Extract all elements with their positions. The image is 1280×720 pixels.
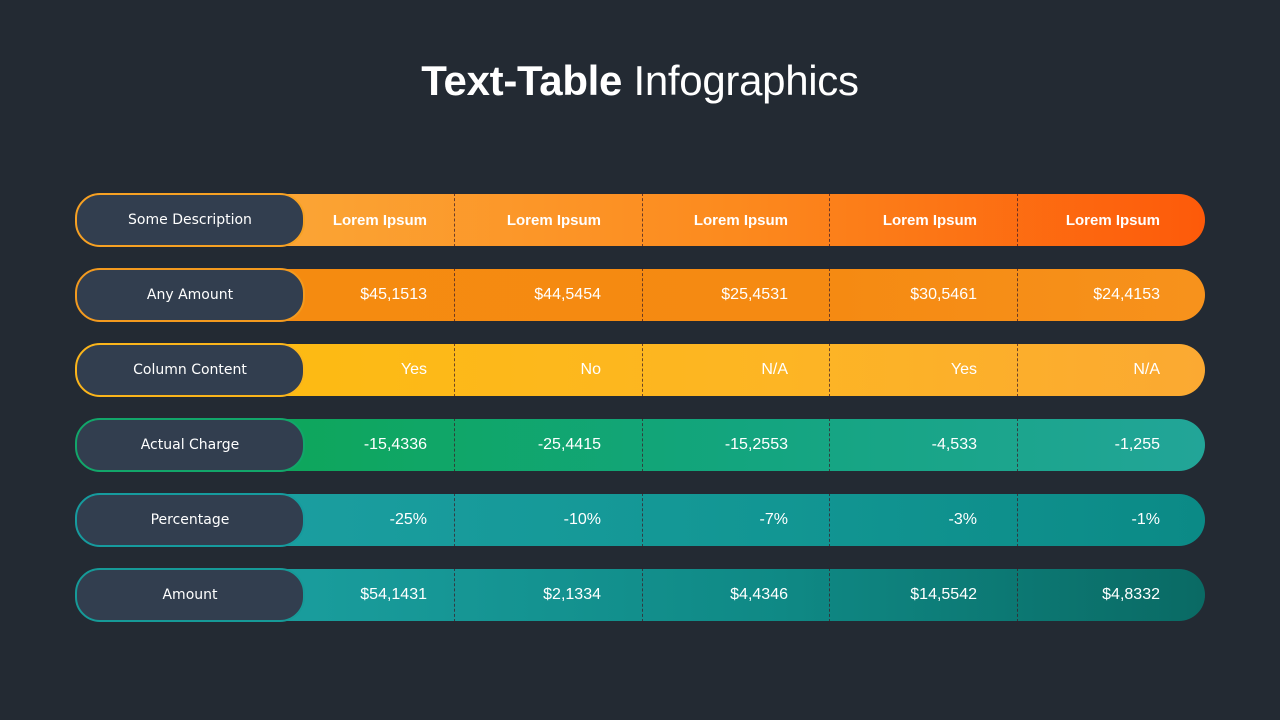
column-divider — [642, 193, 643, 247]
column-header: Lorem Ipsum — [1065, 211, 1160, 229]
row-label: Amount — [75, 568, 305, 622]
table-cell: -1,255 — [1114, 436, 1160, 453]
table-row-header: Some Description Lorem Ipsum Lorem Ipsum… — [75, 193, 1205, 247]
table-cell: -10% — [563, 511, 601, 528]
table-cell: No — [580, 361, 601, 378]
title-bold: Text-Table — [421, 57, 623, 104]
table-row: Percentage -25% -10% -7% -3% -1% — [75, 493, 1205, 547]
table-row: Any Amount $45,1513 $44,5454 $25,4531 $3… — [75, 268, 1205, 322]
slide-title: Text-Table Infographics — [0, 56, 1280, 106]
table-cell: $44,5454 — [534, 286, 601, 303]
title-light: Infographics — [633, 57, 859, 104]
table-cell: $25,4531 — [721, 286, 788, 303]
row-band — [265, 569, 1205, 621]
table-cell: N/A — [1133, 361, 1160, 378]
table-cell: -25% — [389, 511, 427, 528]
column-header: Lorem Ipsum — [693, 211, 788, 229]
row-band — [265, 494, 1205, 546]
column-divider — [1017, 268, 1018, 322]
table-cell: $45,1513 — [360, 286, 427, 303]
column-header: Lorem Ipsum — [332, 211, 427, 229]
table-cell: -7% — [759, 511, 788, 528]
row-band — [265, 419, 1205, 471]
table-cell: $24,4153 — [1093, 286, 1160, 303]
column-divider — [1017, 418, 1018, 472]
column-divider — [454, 418, 455, 472]
column-divider — [1017, 493, 1018, 547]
column-divider — [829, 193, 830, 247]
column-divider — [829, 268, 830, 322]
column-header: Lorem Ipsum — [882, 211, 977, 229]
table-cell: -3% — [948, 511, 977, 528]
column-divider — [829, 568, 830, 622]
table-cell: Yes — [400, 361, 427, 378]
column-divider — [829, 493, 830, 547]
row-band — [265, 344, 1205, 396]
table-cell: Yes — [950, 361, 977, 378]
table-cell: -1% — [1131, 511, 1160, 528]
row-label: Percentage — [75, 493, 305, 547]
table-cell: -15,2553 — [724, 436, 788, 453]
table-cell: $4,8332 — [1102, 586, 1160, 603]
row-label: Any Amount — [75, 268, 305, 322]
column-header: Lorem Ipsum — [506, 211, 601, 229]
table-cell: $2,1334 — [543, 586, 601, 603]
column-divider — [454, 193, 455, 247]
table-cell: N/A — [761, 361, 788, 378]
column-divider — [1017, 193, 1018, 247]
table-cell: -15,4336 — [363, 436, 427, 453]
row-label: Actual Charge — [75, 418, 305, 472]
table-row: Amount $54,1431 $2,1334 $4,4346 $14,5542… — [75, 568, 1205, 622]
table-cell: $4,4346 — [730, 586, 788, 603]
column-divider — [642, 343, 643, 397]
column-divider — [454, 568, 455, 622]
column-divider — [829, 418, 830, 472]
column-divider — [642, 493, 643, 547]
column-divider — [642, 568, 643, 622]
column-divider — [829, 343, 830, 397]
table-cell: $14,5542 — [910, 586, 977, 603]
column-divider — [454, 343, 455, 397]
column-divider — [1017, 343, 1018, 397]
table-cell: -25,4415 — [537, 436, 601, 453]
row-band — [265, 194, 1205, 246]
row-label: Some Description — [75, 193, 305, 247]
column-divider — [454, 493, 455, 547]
table-row: Column Content Yes No N/A Yes N/A — [75, 343, 1205, 397]
column-divider — [1017, 568, 1018, 622]
table-row: Actual Charge -15,4336 -25,4415 -15,2553… — [75, 418, 1205, 472]
table-cell: $30,5461 — [910, 286, 977, 303]
table-cell: -4,533 — [931, 436, 977, 453]
row-label: Column Content — [75, 343, 305, 397]
table-cell: $54,1431 — [360, 586, 427, 603]
column-divider — [642, 418, 643, 472]
column-divider — [642, 268, 643, 322]
row-band — [265, 269, 1205, 321]
column-divider — [454, 268, 455, 322]
info-table: Some Description Lorem Ipsum Lorem Ipsum… — [75, 193, 1205, 643]
